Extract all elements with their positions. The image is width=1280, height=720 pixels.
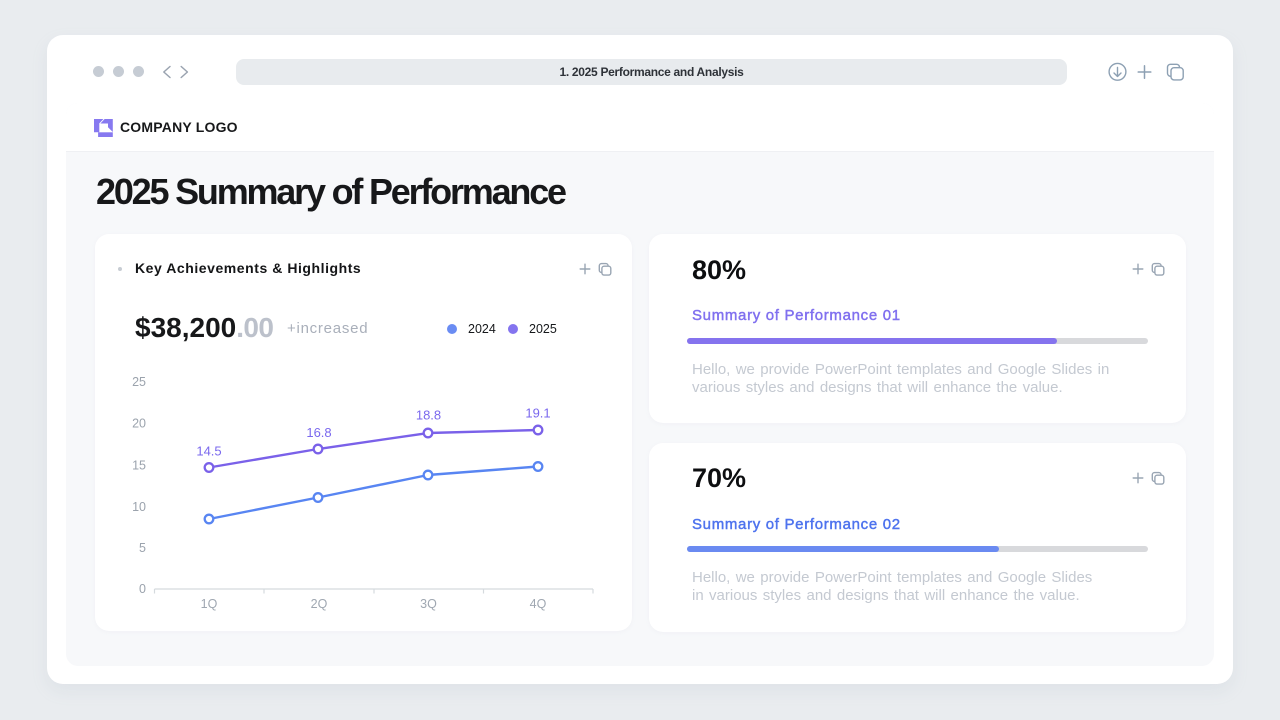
svg-text:0: 0 bbox=[139, 582, 146, 596]
svg-text:2Q: 2Q bbox=[311, 597, 328, 611]
svg-text:18.8: 18.8 bbox=[416, 408, 441, 423]
svg-text:25: 25 bbox=[132, 375, 146, 389]
svg-text:10: 10 bbox=[132, 500, 146, 514]
svg-text:14.5: 14.5 bbox=[196, 444, 221, 459]
svg-text:15: 15 bbox=[132, 459, 146, 473]
svg-text:1Q: 1Q bbox=[201, 597, 218, 611]
svg-text:19.1: 19.1 bbox=[525, 406, 550, 421]
svg-text:16.8: 16.8 bbox=[306, 425, 331, 440]
svg-text:20: 20 bbox=[132, 417, 146, 431]
svg-text:5: 5 bbox=[139, 541, 146, 555]
svg-text:4Q: 4Q bbox=[530, 597, 547, 611]
svg-text:3Q: 3Q bbox=[420, 597, 437, 611]
